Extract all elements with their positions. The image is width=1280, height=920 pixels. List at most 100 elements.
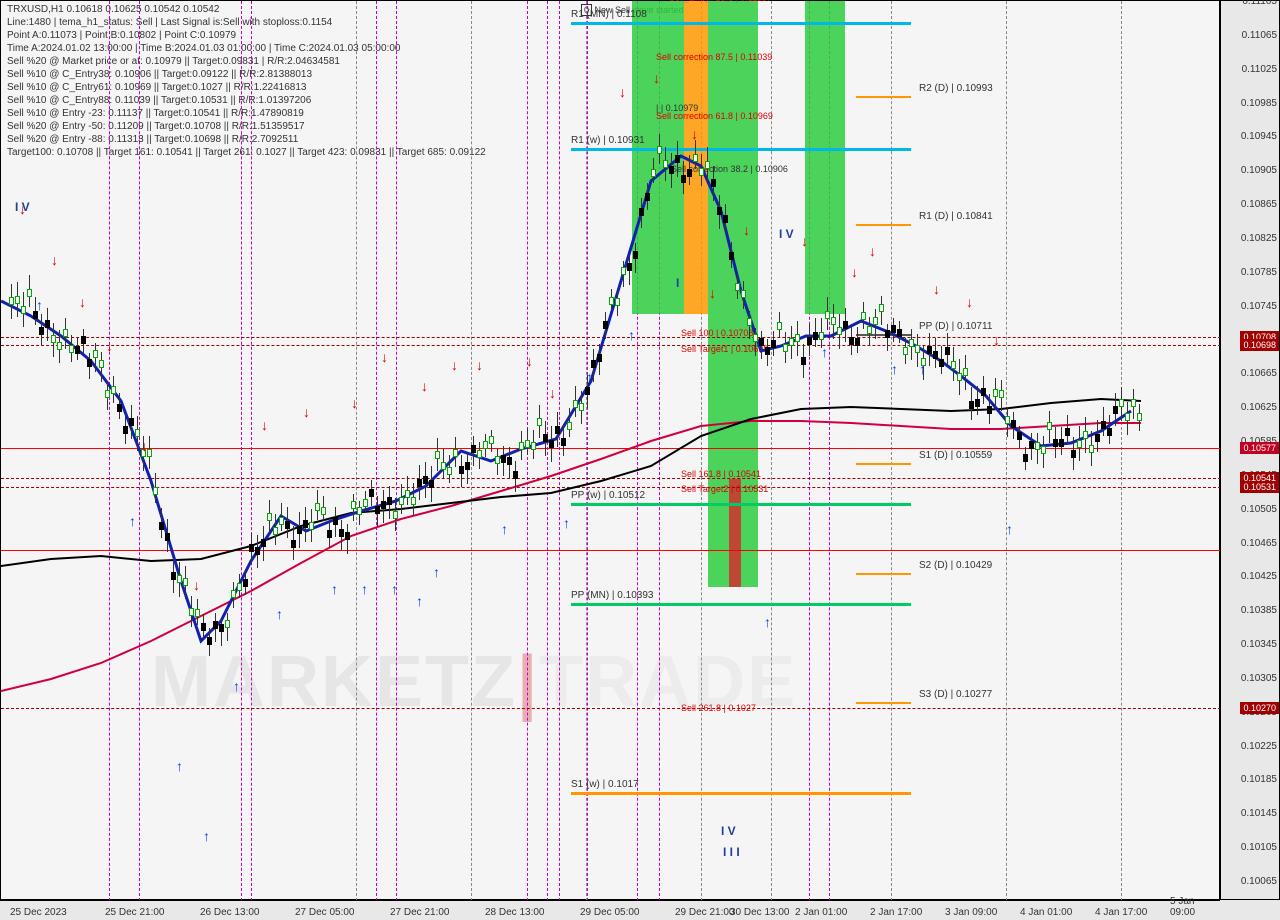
price-hline bbox=[1, 550, 1221, 551]
price-tick: 0.11065 bbox=[1242, 30, 1277, 41]
price-tick: 0.10905 bbox=[1241, 165, 1277, 176]
signal-vline bbox=[376, 1, 377, 901]
arrow-up-icon: ↑ bbox=[203, 828, 210, 844]
price-tick: 0.10785 bbox=[1241, 267, 1277, 278]
arrow-down-icon: ↓ bbox=[549, 385, 556, 401]
price-tick: 0.10145 bbox=[1241, 808, 1277, 819]
arrow-up-icon: ↑ bbox=[361, 581, 368, 597]
price-axis: 0.111050.110650.110250.109850.109450.109… bbox=[1220, 0, 1280, 900]
pivot-line bbox=[856, 463, 911, 465]
day-separator bbox=[1006, 1, 1007, 901]
price-tick: 0.10345 bbox=[1241, 639, 1277, 650]
signal-vline bbox=[109, 1, 110, 901]
pivot-line bbox=[856, 96, 911, 98]
arrow-up-icon: ↑ bbox=[891, 361, 898, 377]
price-tick: 0.10465 bbox=[1241, 538, 1277, 549]
arrow-down-icon: ↓ bbox=[51, 252, 58, 268]
arrow-down-icon: ↓ bbox=[966, 294, 973, 310]
day-separator bbox=[1121, 1, 1122, 901]
arrow-down-icon: ↓ bbox=[619, 84, 626, 100]
price-tick: 0.10825 bbox=[1241, 233, 1277, 244]
price-tick: 0.10385 bbox=[1241, 605, 1277, 616]
arrow-up-icon: ↑ bbox=[36, 297, 43, 313]
price-tick: 0.10865 bbox=[1241, 199, 1277, 210]
arrow-down-icon: ↓ bbox=[993, 332, 1000, 348]
time-tick: 29 Dec 05:00 bbox=[580, 907, 640, 918]
chart-area[interactable]: MARKETZ|TRADE TRXUSD,H1 0.10618 0.10625 … bbox=[0, 0, 1220, 900]
arrow-down-icon: ↓ bbox=[106, 338, 113, 354]
time-tick: 2 Jan 17:00 bbox=[870, 907, 922, 918]
red-zone bbox=[729, 479, 741, 586]
time-axis: 25 Dec 202325 Dec 21:0026 Dec 13:0027 De… bbox=[0, 900, 1220, 920]
sell20-e50: Sell %20 @ Entry -50: 0.11209 || Target:… bbox=[7, 121, 305, 132]
price-tick: 0.10625 bbox=[1241, 402, 1277, 413]
price-tick: 0.10985 bbox=[1241, 98, 1277, 109]
arrow-up-icon: ↑ bbox=[276, 606, 283, 622]
pivot-line bbox=[856, 573, 911, 575]
pivot-label: PP (w) | 0.10512 bbox=[571, 490, 645, 501]
time-tick: 27 Dec 21:00 bbox=[390, 907, 450, 918]
arrow-down-icon: ↓ bbox=[743, 222, 750, 238]
pivot-label: S3 (D) | 0.10277 bbox=[919, 689, 992, 700]
arrow-down-icon: ↓ bbox=[381, 349, 388, 365]
wave-label: I V bbox=[721, 824, 736, 838]
sell20-e88: Sell %20 @ Entry -88: 0.11313 || Target:… bbox=[7, 134, 298, 145]
target-hline bbox=[1, 487, 1221, 488]
time-tick: 29 Dec 21:00 bbox=[675, 907, 735, 918]
arrow-down-icon: ↓ bbox=[526, 353, 533, 369]
points-info: Point A:0.11073 | Point B:0.10802 | Poin… bbox=[7, 30, 236, 41]
time-tick: 25 Dec 21:00 bbox=[105, 907, 165, 918]
arrow-up-icon: ↑ bbox=[331, 581, 338, 597]
arrow-down-icon: ↓ bbox=[193, 577, 200, 593]
time-tick: 27 Dec 05:00 bbox=[295, 907, 355, 918]
arrow-up-icon: ↑ bbox=[628, 327, 635, 343]
price-tick: 0.10745 bbox=[1241, 301, 1277, 312]
pivot-line bbox=[856, 702, 911, 704]
pivot-label: S2 (D) | 0.10429 bbox=[919, 560, 992, 571]
arrow-up-icon: ↑ bbox=[433, 564, 440, 580]
time-tick: 3 Jan 09:00 bbox=[945, 907, 997, 918]
wave-label: I I I bbox=[723, 845, 740, 859]
pivot-label: R1 (MN) | 0.1108 bbox=[571, 9, 647, 20]
day-separator bbox=[356, 1, 357, 901]
pivot-line bbox=[571, 603, 911, 606]
price-tick: 0.10945 bbox=[1241, 131, 1277, 142]
sell-label: Sell correction 87.5 | 0.11039 bbox=[656, 52, 772, 62]
sell10-e88: Sell %10 @ C_Entry88: 0.11039 || Target:… bbox=[7, 95, 311, 106]
sell-label: Sell 261.8 | 0.1027 bbox=[681, 703, 756, 713]
targets-info: Target100: 0.10708 || Target 161: 0.1054… bbox=[7, 147, 486, 158]
signal-vline bbox=[241, 1, 242, 901]
time-tick: 30 Dec 13:00 bbox=[730, 907, 790, 918]
sell10-e61: Sell %10 @ C_Entry61: 0.10969 || Target:… bbox=[7, 82, 306, 93]
arrow-up-icon: ↑ bbox=[919, 361, 926, 377]
sell-label: Sell 161.8 | 0.10541 bbox=[681, 469, 761, 479]
price-tick: 0.10425 bbox=[1241, 571, 1277, 582]
pivot-label: S1 (w) | 0.1017 bbox=[571, 779, 639, 790]
target-hline bbox=[1, 345, 1221, 346]
price-tick: 0.10665 bbox=[1241, 368, 1277, 379]
price-tick: 0.10505 bbox=[1241, 504, 1277, 515]
signal-vline bbox=[396, 1, 397, 901]
arrow-down-icon: ↓ bbox=[801, 233, 808, 249]
arrow-down-icon: ↓ bbox=[303, 404, 310, 420]
target-hline bbox=[1, 708, 1221, 709]
times-info: Time A:2024.01.02 13:00:00 | Time B:2024… bbox=[7, 43, 400, 54]
price-tick: 0.10305 bbox=[1241, 673, 1277, 684]
pivot-label: S1 (D) | 0.10559 bbox=[919, 450, 992, 461]
price-badge: 0.10270 bbox=[1240, 702, 1279, 714]
line-info: Line:1480 | tema_h1_status: Sell | Last … bbox=[7, 17, 332, 28]
arrow-up-icon: ↑ bbox=[586, 369, 593, 385]
day-separator bbox=[771, 1, 772, 901]
arrow-up-icon: ↑ bbox=[563, 515, 570, 531]
pivot-label: R2 (D) | 0.10993 bbox=[919, 83, 993, 94]
arrow-down-icon: ↓ bbox=[79, 294, 86, 310]
price-badge: 0.10531 bbox=[1240, 481, 1279, 493]
pivot-line bbox=[571, 22, 911, 25]
price-tick: 0.11025 bbox=[1242, 64, 1277, 75]
price-tick: 0.10065 bbox=[1241, 876, 1277, 887]
arrow-down-icon: ↓ bbox=[476, 357, 483, 373]
arrow-down-icon: ↓ bbox=[421, 378, 428, 394]
pivot-line bbox=[856, 334, 911, 336]
arrow-up-icon: ↑ bbox=[501, 521, 508, 537]
pivot-line bbox=[856, 224, 911, 226]
